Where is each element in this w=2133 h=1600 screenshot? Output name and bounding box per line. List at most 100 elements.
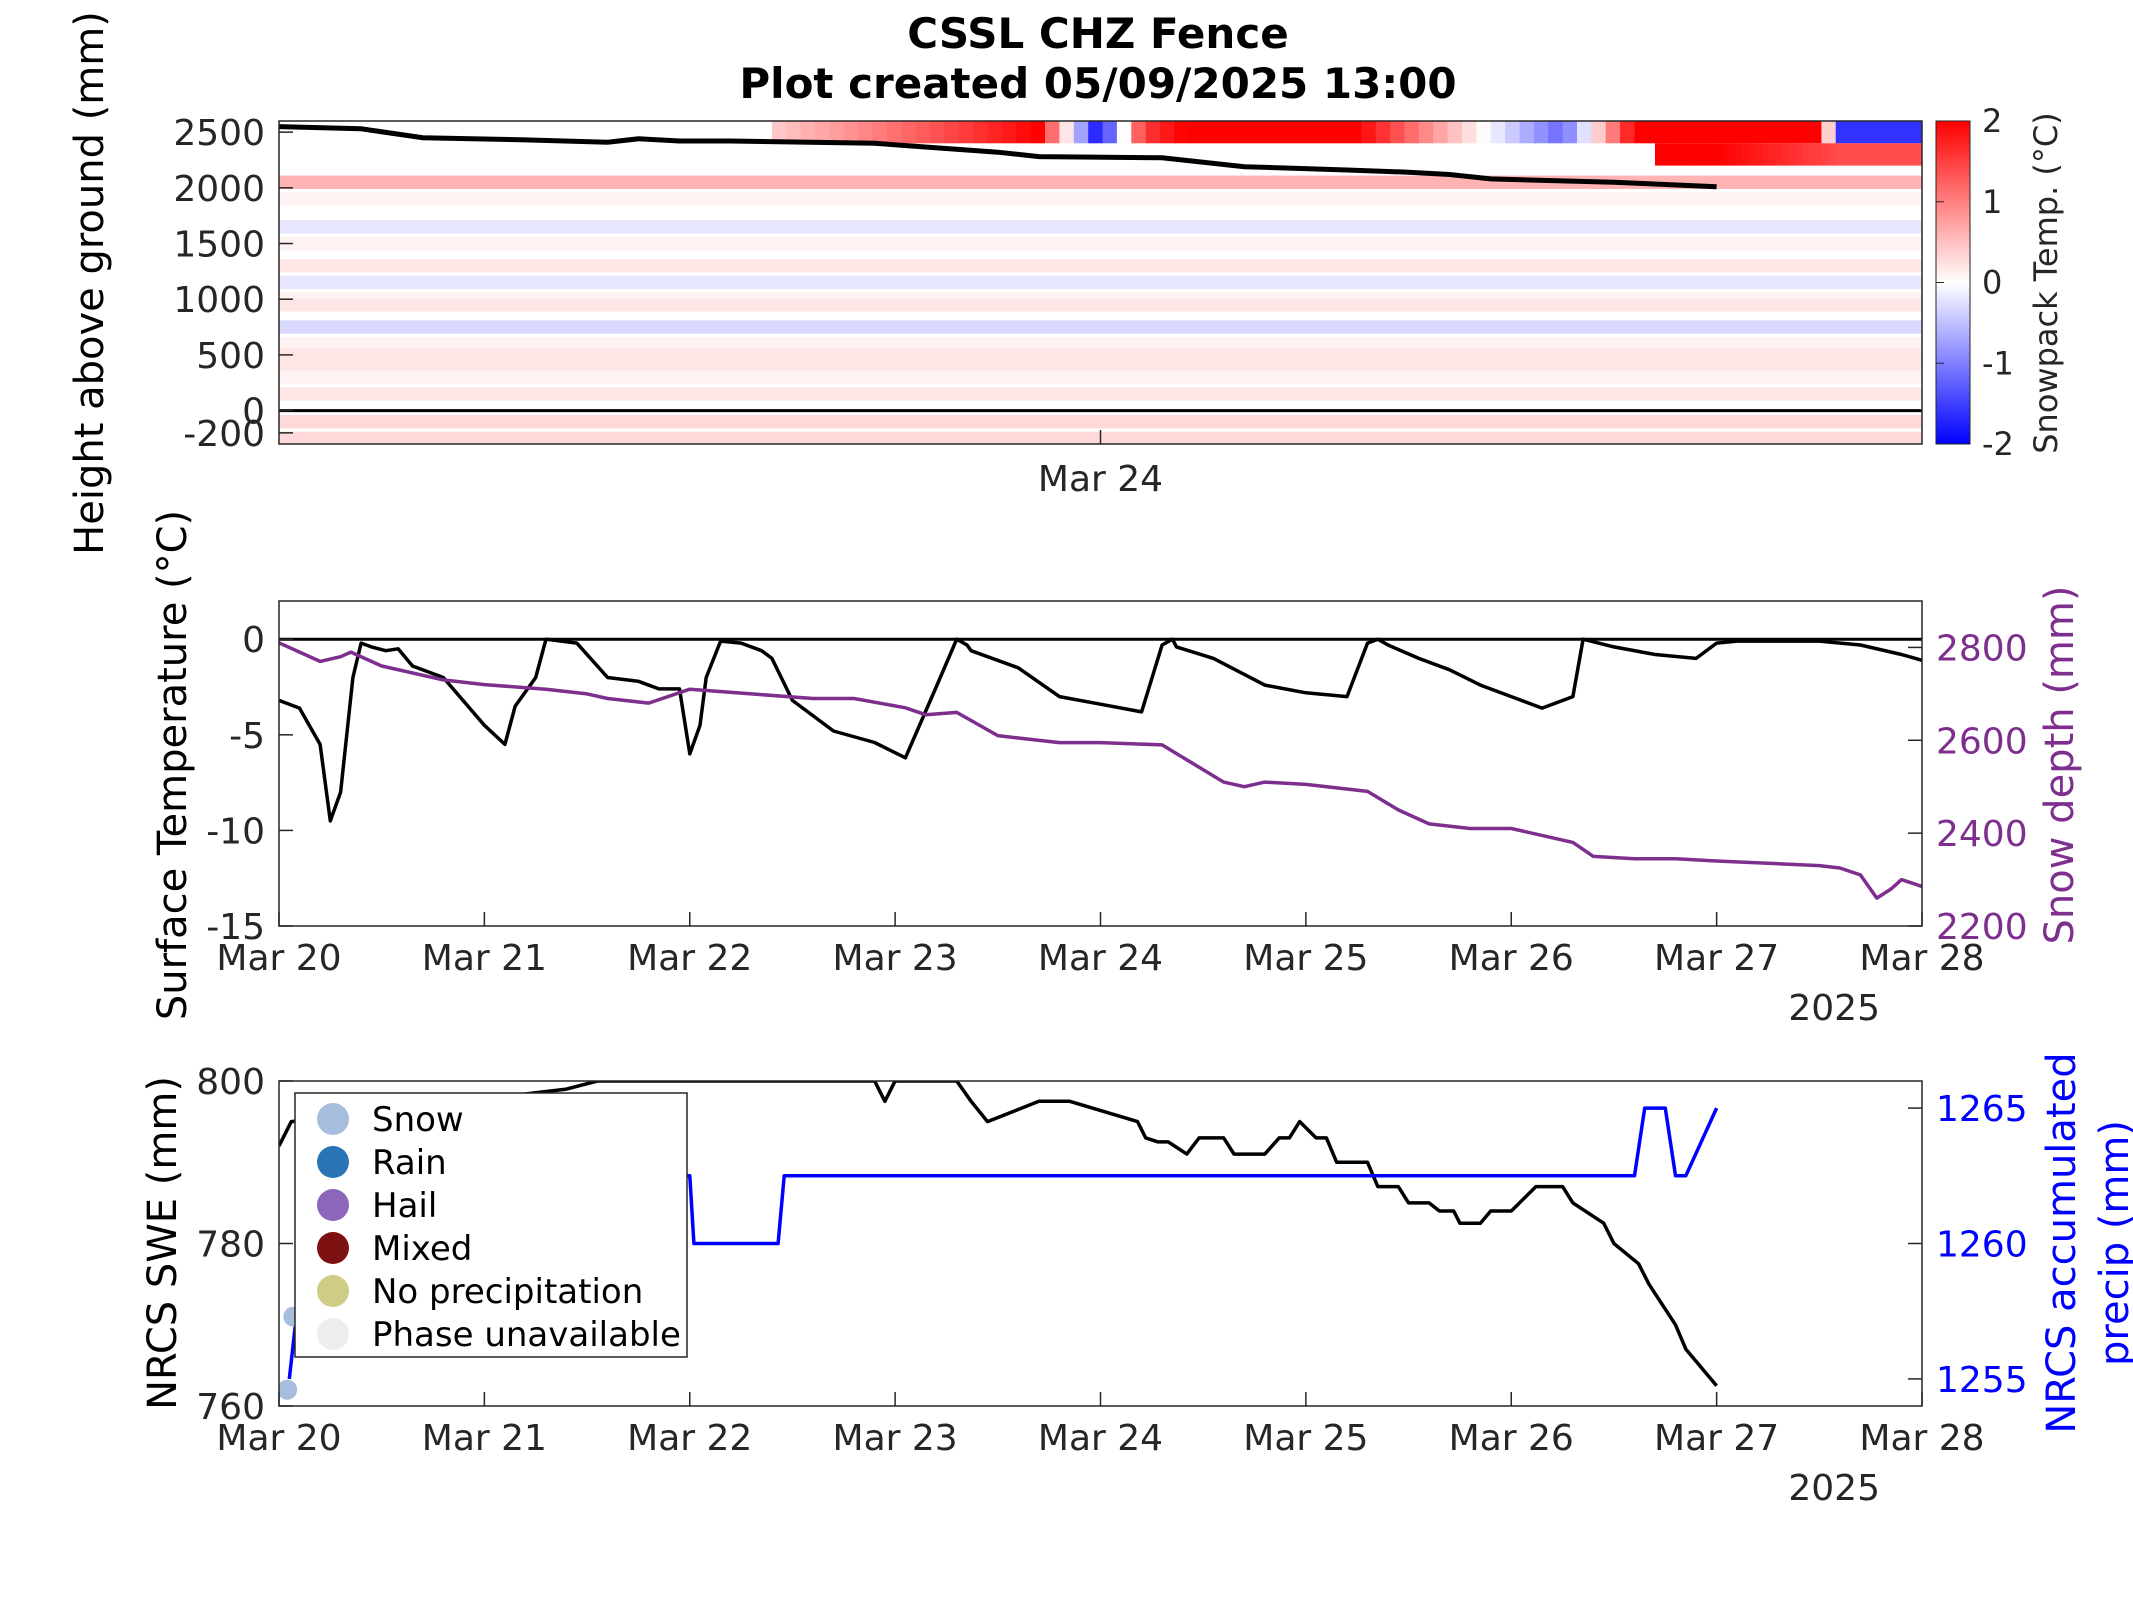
snowpack-upper-cell [1695, 143, 1703, 166]
time-tick-label: Mar 21 [422, 1418, 547, 1459]
snowpack-upper-cell [1404, 121, 1420, 144]
snowpack-upper-cell [1231, 121, 1247, 144]
snowpack-upper-cell [1088, 121, 1104, 144]
snow-surface-line [279, 124, 1717, 190]
snowpack-upper-cell [1801, 143, 1810, 166]
snowpack-upper-cell [1720, 121, 1736, 144]
snowpack-upper-cell [1519, 121, 1535, 144]
snowpack-upper-cell [1059, 121, 1075, 144]
snowpack-upper-cell [1174, 121, 1190, 144]
snowpack-upper-cell [1562, 121, 1578, 144]
snowpack-layer [279, 275, 1922, 290]
snowpack-upper-cell [1275, 121, 1291, 144]
surface-panel: 0 -5 -10 -15 2800 2600 2400 2200 Mar 20 Mar 21 Mar… [150, 510, 2083, 1029]
snowpack-upper-cell [1788, 143, 1796, 166]
snowpack-upper-cell [958, 121, 974, 144]
snowpack-axes: 2500 2000 1500 1000 500 0-200 Mar 24 [173, 113, 1163, 500]
snowpack-upper-cell [1332, 121, 1348, 144]
snowpack-layer [279, 337, 1922, 351]
time-tick-label: Mar 24 [1038, 1418, 1163, 1459]
height-tick-label: 2500 [173, 113, 265, 154]
snowpack-upper-cell [1748, 143, 1756, 166]
legend-marker [317, 1275, 349, 1307]
snowpack-layer [279, 220, 1922, 234]
snowpack-layer [279, 370, 1922, 384]
time-tick-label: Mar 20 [216, 938, 341, 979]
snowpack-upper-cell [1073, 121, 1089, 144]
time-tick-label: Mar 24 [1038, 938, 1163, 979]
time-tick-label: Mar 23 [833, 1418, 958, 1459]
snowpack-upper-cell [1375, 121, 1391, 144]
legend-label: Hail [372, 1186, 437, 1226]
snowpack-upper-cell [1741, 143, 1750, 166]
height-tick-label: 1500 [173, 225, 265, 266]
snowpack-upper-cell [1001, 121, 1017, 144]
snowpack-upper-cell [1390, 121, 1406, 144]
height-tick-label: -200 [183, 414, 265, 455]
height-axis-label: Height above ground (mm) [67, 11, 113, 555]
legend-label: Phase unavailable [372, 1315, 681, 1355]
snowpack-upper-cell [1668, 143, 1676, 166]
swe-axis-label: NRCS SWE (mm) [140, 1076, 186, 1410]
time-tick-label: Mar 26 [1449, 938, 1574, 979]
snowpack-upper-cell [1447, 121, 1463, 144]
snowpack-upper-cell [1708, 143, 1716, 166]
snowpack-upper-cell [1648, 121, 1664, 144]
snowpack-upper-cell [1045, 121, 1060, 144]
snowpack-upper-cell [1030, 121, 1046, 144]
snowpack-upper-cell [829, 121, 845, 144]
colorbar-tick-label: 2 [1982, 102, 2002, 140]
snowpack-upper-cell [1548, 121, 1564, 144]
time-tick-label: Mar 25 [1243, 938, 1368, 979]
snowpack-upper-cell [1706, 121, 1722, 144]
legend-marker [317, 1146, 349, 1178]
snowpack-upper-cell [1841, 143, 1850, 166]
year-label: 2025 [1788, 988, 1880, 1029]
height-tick-label: 1000 [173, 280, 265, 321]
chart-title: CSSL CHZ Fence [907, 9, 1288, 58]
legend-marker [317, 1232, 349, 1264]
snowpack-upper-cell [1915, 143, 1922, 166]
snowpack-upper-cell [1217, 121, 1233, 144]
time-tick-label: Mar 21 [422, 938, 547, 979]
snowpack-upper-cell [1908, 143, 1916, 166]
snowpack-upper-cell [1318, 121, 1334, 144]
snowpack-lines [279, 124, 1922, 413]
snowpack-upper-cell [1907, 121, 1922, 144]
snowpack-upper-cell [1775, 143, 1783, 166]
swe-tick-label: 800 [196, 1062, 265, 1103]
snowpack-upper-cell [1692, 121, 1707, 144]
snowpack-upper-cell [1792, 121, 1808, 144]
legend-label: Rain [372, 1143, 447, 1183]
legend-marker [317, 1103, 349, 1135]
snowpack-upper-cell [1864, 121, 1880, 144]
snowpack-upper-cell [1591, 121, 1607, 144]
snowpack-upper-cell [771, 121, 787, 144]
snowpack-upper-cell [1761, 143, 1770, 166]
snowpack-upper-cell [1755, 143, 1763, 166]
snowpack-upper-cell [1895, 143, 1903, 166]
snowpack-upper-cell [872, 121, 888, 144]
snowpack-upper-cell [1203, 121, 1219, 144]
snowpack-upper-cell [1505, 121, 1521, 144]
snowpack-upper-cell [1888, 143, 1896, 166]
snowpack-upper-cell [1735, 121, 1751, 144]
time-tick-label: Mar 28 [1859, 938, 1984, 979]
time-tick-label: Mar 23 [833, 938, 958, 979]
snowpack-upper-cell [1778, 121, 1794, 144]
snowpack-upper-cell [1878, 121, 1894, 144]
snowpack-upper-cell [1620, 121, 1636, 144]
time-tick-label: Mar 22 [627, 1418, 752, 1459]
snowpack-upper-cell [1735, 143, 1743, 166]
snowpack-upper-cell [1533, 121, 1549, 144]
snowpack-upper-cell [1490, 121, 1506, 144]
snowpack-upper-cell [1577, 121, 1592, 144]
snowpack-layer [279, 236, 1922, 251]
snowpack-upper-cell [1303, 121, 1319, 144]
legend-label: Mixed [372, 1229, 472, 1269]
snowpack-upper-cell [786, 121, 802, 144]
precip-axis-label-line2: precip (mm) [2092, 1120, 2133, 1366]
legend-marker [317, 1189, 349, 1221]
time-tick-label: Mar 27 [1654, 1418, 1779, 1459]
